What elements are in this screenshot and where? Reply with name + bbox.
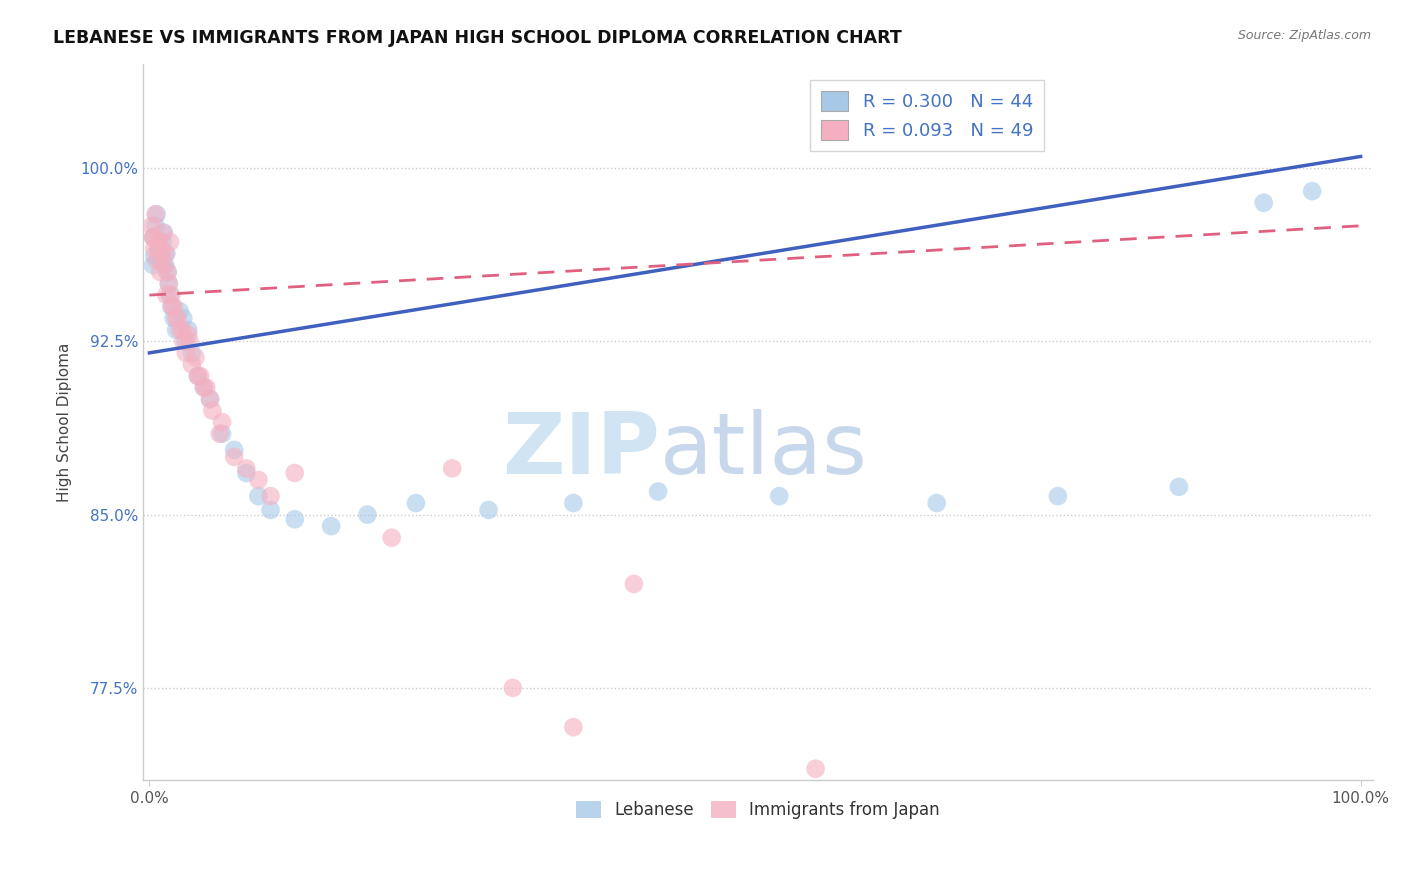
Point [155,246,177,260]
Point [259,503,281,517]
Point [169,323,191,337]
Point [172,323,194,337]
Point [623,577,645,591]
Point [153,258,176,272]
Point [224,442,246,457]
Point [381,531,404,545]
Point [165,323,187,337]
Point [1168,480,1191,494]
Point [163,300,186,314]
Point [1253,195,1275,210]
Point [163,311,186,326]
Point [477,503,499,517]
Point [146,242,169,256]
Point [145,207,167,221]
Point [152,235,174,249]
Point [195,380,218,394]
Point [148,242,170,256]
Point [198,392,221,406]
Point [193,380,215,394]
Point [157,277,180,291]
Point [174,346,197,360]
Point [235,461,257,475]
Point [211,426,233,441]
Point [166,311,188,326]
Legend: Lebanese, Immigrants from Japan: Lebanese, Immigrants from Japan [569,794,946,826]
Point [149,265,172,279]
Point [142,230,165,244]
Point [187,368,209,383]
Point [153,226,176,240]
Point [149,253,172,268]
Point [179,334,201,349]
Point [804,762,827,776]
Point [925,496,948,510]
Point [768,489,790,503]
Point [153,258,176,272]
Point [259,489,281,503]
Point [156,265,179,279]
Point [235,466,257,480]
Point [441,461,464,475]
Point [143,230,166,244]
Point [502,681,524,695]
Point [153,246,176,260]
Point [562,720,585,734]
Point [150,249,173,263]
Point [198,392,221,406]
Point [160,300,183,314]
Point [247,473,270,487]
Point [211,415,233,429]
Text: atlas: atlas [659,409,868,492]
Point [193,380,215,394]
Point [169,304,191,318]
Point [160,288,183,302]
Point [172,311,194,326]
Point [284,512,307,526]
Point [148,235,170,249]
Point [647,484,669,499]
Point [143,249,166,263]
Point [201,403,224,417]
Point [156,265,179,279]
Point [208,426,231,441]
Point [174,334,197,349]
Point [143,242,166,256]
Text: Source: ZipAtlas.com: Source: ZipAtlas.com [1237,29,1371,42]
Point [177,323,200,337]
Y-axis label: High School Diploma: High School Diploma [58,343,72,502]
Point [180,358,202,372]
Point [159,288,181,302]
Point [188,368,211,383]
Point [180,346,202,360]
Point [562,496,585,510]
Point [224,450,246,464]
Point [187,368,209,383]
Point [157,277,180,291]
Point [284,466,307,480]
Point [141,219,163,233]
Point [142,230,165,244]
Point [145,253,167,268]
Point [1301,184,1323,198]
Point [247,489,270,503]
Point [162,300,184,314]
Point [356,508,378,522]
Point [172,334,194,349]
Point [155,288,177,302]
Point [142,258,165,272]
Text: ZIP: ZIP [502,409,659,492]
Point [319,519,342,533]
Point [150,249,173,263]
Point [184,351,207,365]
Point [177,327,200,342]
Point [159,235,181,249]
Point [152,226,174,240]
Point [145,219,167,233]
Point [145,207,167,221]
Text: LEBANESE VS IMMIGRANTS FROM JAPAN HIGH SCHOOL DIPLOMA CORRELATION CHART: LEBANESE VS IMMIGRANTS FROM JAPAN HIGH S… [53,29,903,46]
Point [165,311,187,326]
Point [1046,489,1069,503]
Point [405,496,427,510]
